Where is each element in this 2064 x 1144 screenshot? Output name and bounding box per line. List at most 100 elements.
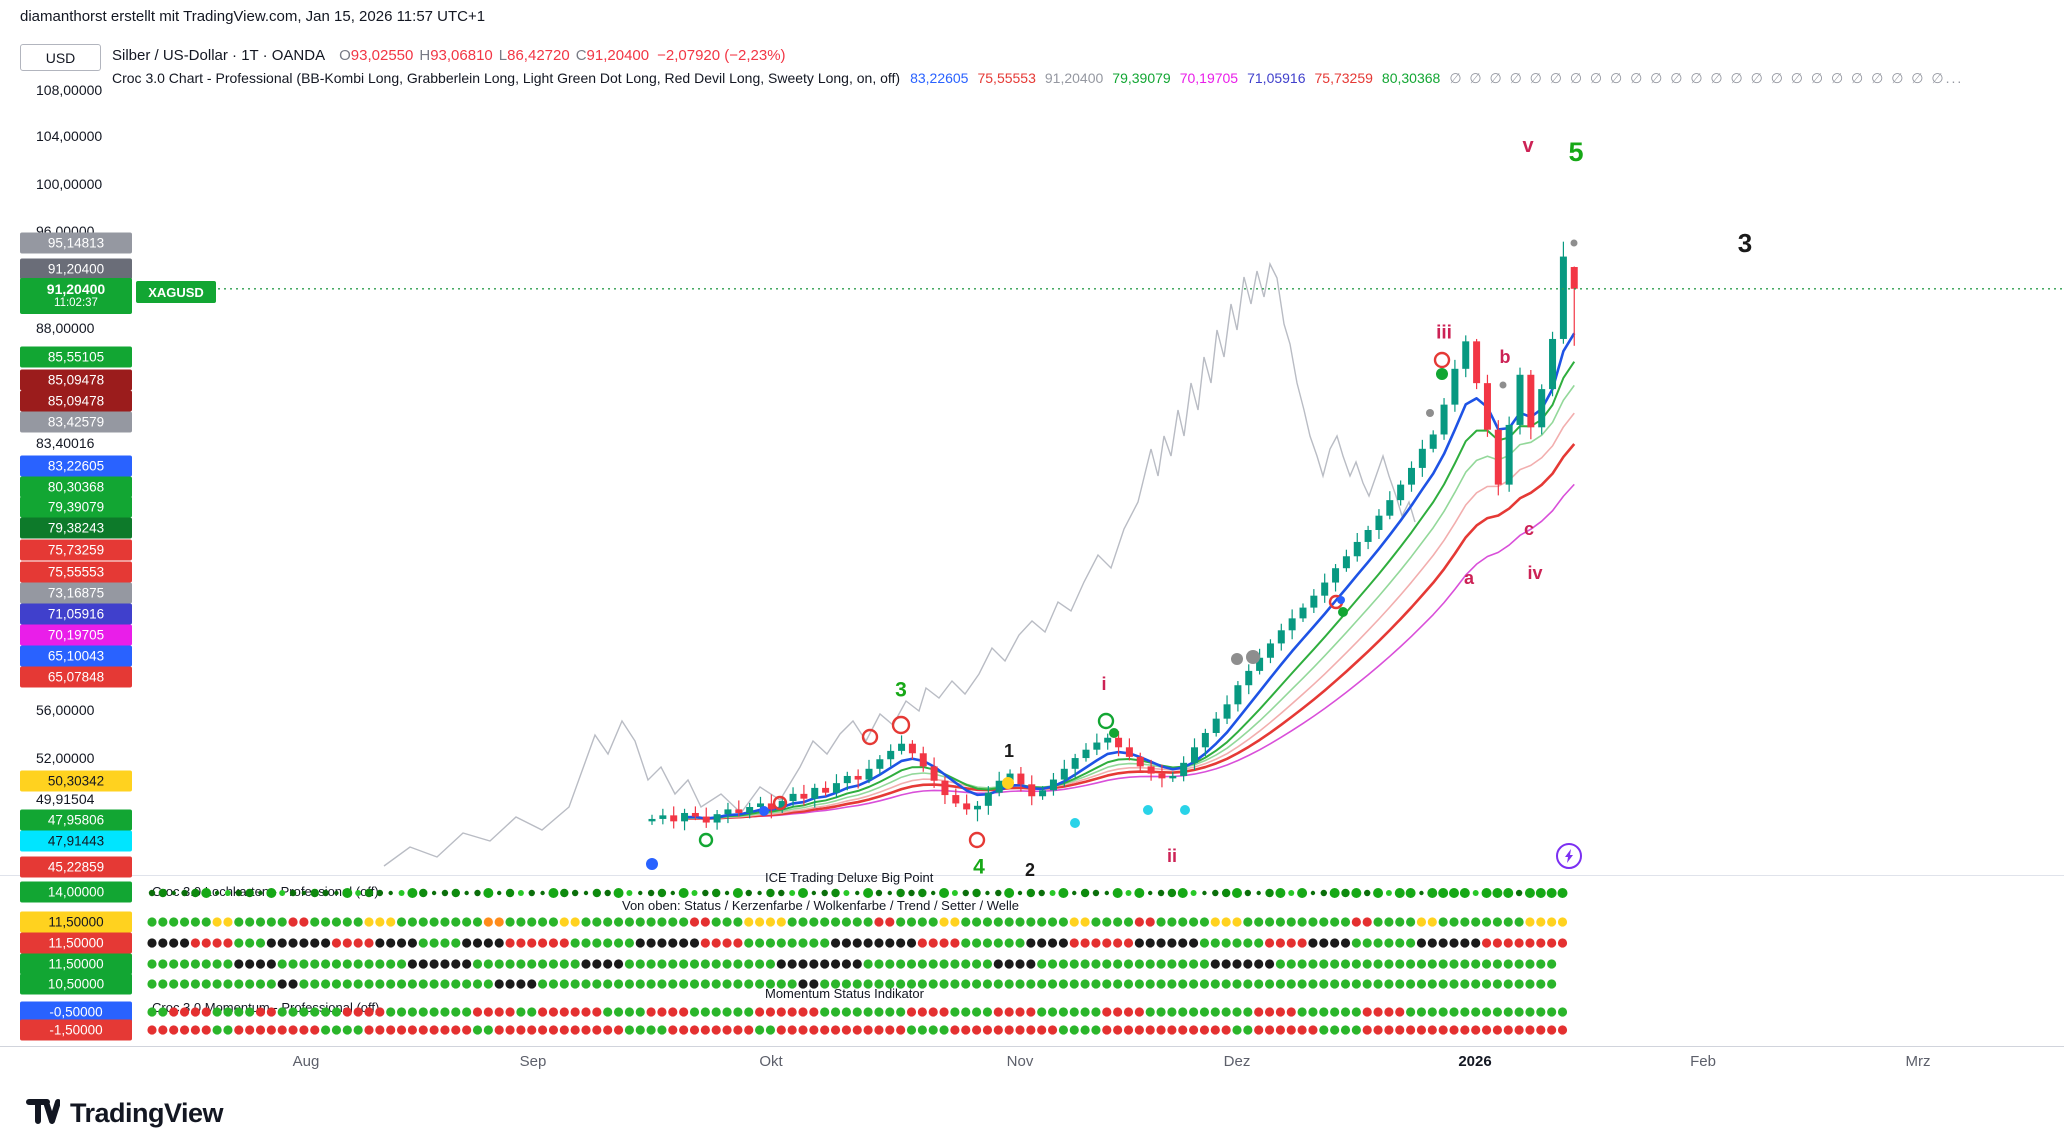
- ohlc-letter: C: [575, 47, 587, 64]
- indicator-value: 75,73259: [1314, 70, 1373, 86]
- price-badge: 11,50000: [20, 953, 132, 975]
- dot-row-momentum-2: [147, 1025, 1568, 1035]
- price-badge: 80,30368: [20, 476, 132, 498]
- price-badge: 79,38243: [20, 517, 132, 539]
- svg-text:3: 3: [895, 679, 907, 702]
- price-badge: -1,50000: [20, 1019, 132, 1041]
- ohlc-value: 93,06810: [430, 47, 493, 64]
- tradingview-logo[interactable]: TradingView: [26, 1094, 224, 1133]
- price-tick: 108,00000: [36, 82, 103, 98]
- symbol-title[interactable]: Silber / US-Dollar · 1T · OANDA: [112, 47, 326, 64]
- price-badge: 85,55105: [20, 346, 132, 368]
- price-tick: 52,00000: [36, 750, 95, 766]
- indicator-value: 91,20400: [1044, 70, 1104, 86]
- price-badge: 65,10043: [20, 645, 132, 667]
- ohlc-letter: L: [498, 47, 508, 64]
- price-badge: 70,19705: [20, 624, 132, 646]
- price-badge: 71,05916: [20, 603, 132, 625]
- time-axis[interactable]: Aug Sep Okt Nov Dez 2026 Feb Mrz: [0, 1046, 2064, 1144]
- price-badge: 85,09478: [20, 369, 132, 391]
- indicator-title[interactable]: Croc 3.0 Chart - Professional (BB-Kombi …: [112, 70, 901, 86]
- ohlc-value: 86,42720: [507, 47, 570, 64]
- price-badge: 79,39079: [20, 496, 132, 518]
- time-axis-label: Feb: [1690, 1053, 1716, 1070]
- ohlc-values: O93,02550 H93,06810 L86,42720 C91,20400: [333, 47, 649, 64]
- price-badge: 85,09478: [20, 390, 132, 412]
- ohlc-value: 93,02550: [350, 47, 414, 64]
- indicator-value: 83,22605: [910, 70, 969, 86]
- svg-text:b: b: [1500, 347, 1511, 367]
- tradingview-logo-icon: [26, 1094, 61, 1133]
- indicator-values: 83,22605 75,55553 91,20400 79,39079 70,19705…: [910, 70, 1449, 86]
- indicator-status-bar: Croc 3.0 Chart - Professional (BB-Kombi …: [112, 70, 1963, 87]
- price-tick: 49,91504: [36, 791, 95, 807]
- price-badge: 47,95806: [20, 809, 132, 831]
- time-axis-label: Nov: [1006, 1053, 1034, 1070]
- price-badge: 45,22859: [20, 856, 132, 878]
- svg-text:1: 1: [1004, 741, 1014, 761]
- symbol-info-bar: Silber / US-Dollar · 1T · OANDA O93,02550…: [112, 47, 786, 64]
- momentum-header: Momentum Status Indikator: [765, 986, 924, 1001]
- current-price-value: 91,20400: [46, 280, 106, 297]
- svg-text:a: a: [1464, 568, 1475, 588]
- ohlc-value: 91,20400: [586, 47, 650, 64]
- time-axis-label: Sep: [519, 1053, 547, 1070]
- price-badge: 10,50000: [20, 973, 132, 995]
- dot-row-status: [147, 917, 1568, 927]
- dot-row-kerzenfarbe: [147, 938, 1568, 948]
- svg-text:c: c: [1524, 519, 1534, 539]
- price-tick: 100,00000: [36, 176, 103, 192]
- time-axis-label: Okt: [759, 1053, 783, 1070]
- indicator-value: 75,55553: [977, 70, 1036, 86]
- dot-row-trend: [147, 979, 1557, 989]
- price-tick: 88,00000: [36, 320, 95, 336]
- svg-text:iv: iv: [1527, 563, 1542, 583]
- price-badge: 14,00000: [20, 881, 132, 903]
- price-tick: 56,00000: [36, 702, 95, 718]
- comparison-line: [383, 261, 1416, 867]
- symbol-label-chip: XAGUSD: [136, 281, 216, 303]
- attribution-text: diamanthorst erstellt mit TradingView.co…: [20, 8, 486, 25]
- price-scale-currency-button[interactable]: USD: [20, 44, 101, 71]
- svg-text:5: 5: [1568, 137, 1583, 167]
- dot-row-momentum-1: [147, 1007, 1568, 1017]
- svg-text:v: v: [1522, 135, 1534, 157]
- price-badge: 11,50000: [20, 911, 132, 933]
- price-badge: 91,20400: [20, 258, 132, 280]
- price-badge: 11,50000: [20, 932, 132, 954]
- svg-text:iii: iii: [1436, 323, 1452, 344]
- bar-countdown: 11:02:37: [54, 297, 98, 310]
- lochkarten-legend: Von oben: Status / Kerzenfarbe / Wolkenf…: [622, 898, 1019, 913]
- boost-icon[interactable]: [1556, 843, 1582, 869]
- price-badge: 83,22605: [20, 455, 132, 477]
- indicator-value: 79,39079: [1112, 70, 1171, 86]
- indicator-value: 70,19705: [1179, 70, 1239, 86]
- ice-pane-title[interactable]: ICE Trading Deluxe Big Point: [765, 870, 934, 885]
- time-axis-label: Aug: [292, 1053, 320, 1070]
- indicator-value: 80,30368: [1381, 70, 1441, 86]
- indicator-empty-values: ∅ ∅ ∅ ∅ ∅ ∅ ∅ ∅ ∅ ∅ ∅ ∅ ∅ ∅ ∅ ∅ ∅ ∅ ∅ ∅ …: [1449, 70, 1964, 86]
- candlesticks: [648, 241, 1578, 831]
- current-price-badge: 91,20400 11:02:37: [20, 278, 132, 314]
- svg-text:ii: ii: [1167, 846, 1177, 866]
- price-badge: 75,73259: [20, 539, 132, 561]
- tradingview-logo-text: TradingView: [70, 1098, 224, 1128]
- svg-text:4: 4: [973, 856, 985, 879]
- time-axis-label: 2026: [1458, 1053, 1492, 1070]
- price-change: −2,07920 (−2,23%): [657, 47, 786, 64]
- time-axis-label: Dez: [1223, 1053, 1251, 1070]
- price-badge: 73,16875: [20, 582, 132, 604]
- svg-text:3: 3: [1738, 228, 1752, 258]
- time-axis-label: Mrz: [1905, 1053, 1931, 1070]
- price-tick: 83,40016: [36, 435, 95, 451]
- price-badge: 50,30342: [20, 770, 132, 792]
- dot-row-wolkenfarbe: [147, 959, 1557, 969]
- price-badge: -0,50000: [20, 1001, 132, 1023]
- price-tick: 104,00000: [36, 128, 103, 144]
- price-badge: 47,91443: [20, 830, 132, 852]
- price-badge: 65,07848: [20, 666, 132, 688]
- ohlc-letter: O: [339, 47, 351, 64]
